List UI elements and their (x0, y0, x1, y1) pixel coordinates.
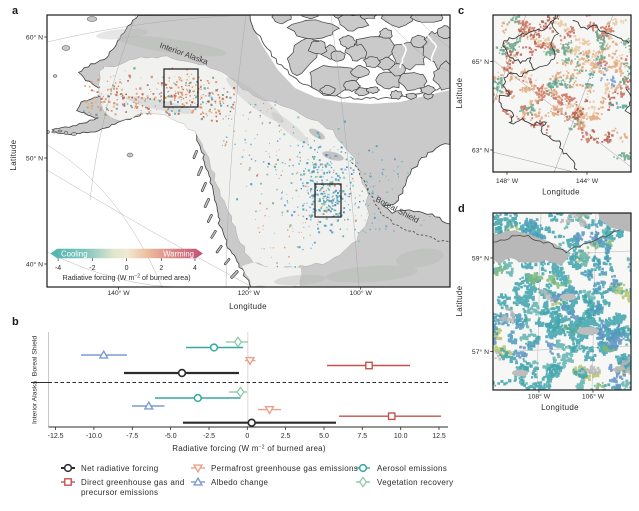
svg-text:c: c (458, 5, 464, 17)
svg-text:Latitude: Latitude (9, 139, 18, 170)
svg-text:106° W: 106° W (582, 393, 605, 401)
svg-text:0: 0 (125, 265, 129, 272)
svg-text:-5.0: -5.0 (165, 433, 177, 440)
svg-text:Vegetation recovery: Vegetation recovery (377, 478, 453, 487)
svg-text:Radiative forcing (W m−2 of bu: Radiative forcing (W m−2 of burned area) (63, 274, 191, 283)
svg-text:-2.5: -2.5 (203, 433, 215, 440)
svg-text:120° W: 120° W (238, 289, 261, 297)
svg-text:Albedo change: Albedo change (211, 478, 269, 487)
svg-text:12.5: 12.5 (432, 433, 446, 440)
svg-text:50° N: 50° N (26, 155, 43, 163)
svg-text:2.5: 2.5 (281, 433, 291, 440)
svg-text:60° N: 60° N (26, 34, 43, 42)
svg-text:7.5: 7.5 (357, 433, 367, 440)
svg-text:Longitude: Longitude (229, 302, 267, 311)
svg-text:63° N: 63° N (472, 147, 489, 155)
svg-text:Boreal Shield: Boreal Shield (32, 336, 39, 377)
svg-text:-2: -2 (89, 265, 95, 272)
svg-text:100° W: 100° W (350, 289, 373, 297)
svg-text:-12.5: -12.5 (48, 433, 64, 440)
svg-text:65° N: 65° N (472, 58, 489, 66)
svg-text:148° W: 148° W (496, 177, 519, 185)
svg-text:-10.0: -10.0 (86, 433, 102, 440)
svg-text:108° W: 108° W (528, 393, 551, 401)
svg-text:Direct greenhouse gas and: Direct greenhouse gas and (81, 478, 185, 487)
svg-text:-4: -4 (55, 265, 61, 272)
svg-text:2: 2 (159, 265, 163, 272)
svg-text:4: 4 (193, 265, 197, 272)
svg-text:-7.5: -7.5 (126, 433, 138, 440)
svg-text:59° N: 59° N (472, 255, 489, 263)
svg-text:140° W: 140° W (107, 289, 130, 297)
svg-text:a: a (12, 5, 19, 17)
svg-text:Latitude: Latitude (455, 77, 464, 108)
svg-text:d: d (458, 203, 465, 215)
svg-text:Warming: Warming (163, 249, 194, 258)
svg-text:Net radiative forcing: Net radiative forcing (81, 464, 158, 473)
svg-text:Radiative forcing (W m−2 of bu: Radiative forcing (W m−2 of burned area) (172, 444, 326, 453)
svg-text:Cooling: Cooling (61, 249, 87, 258)
svg-text:0: 0 (245, 433, 249, 440)
svg-text:Longitude: Longitude (541, 403, 579, 412)
svg-text:Latitude: Latitude (455, 285, 464, 316)
svg-text:Aerosol emissions: Aerosol emissions (377, 464, 447, 473)
svg-text:57° N: 57° N (472, 348, 489, 356)
svg-text:Longitude: Longitude (542, 188, 580, 197)
svg-text:10.0: 10.0 (394, 433, 408, 440)
svg-text:5.0: 5.0 (319, 433, 329, 440)
svg-text:144° W: 144° W (576, 177, 599, 185)
svg-text:b: b (12, 316, 19, 328)
svg-text:40° N: 40° N (26, 261, 43, 269)
svg-text:Permafrost greenhouse gas emis: Permafrost greenhouse gas emissions (211, 464, 358, 473)
svg-text:Interior Alaska: Interior Alaska (32, 381, 39, 424)
svg-text:precursor emissions: precursor emissions (81, 488, 158, 497)
